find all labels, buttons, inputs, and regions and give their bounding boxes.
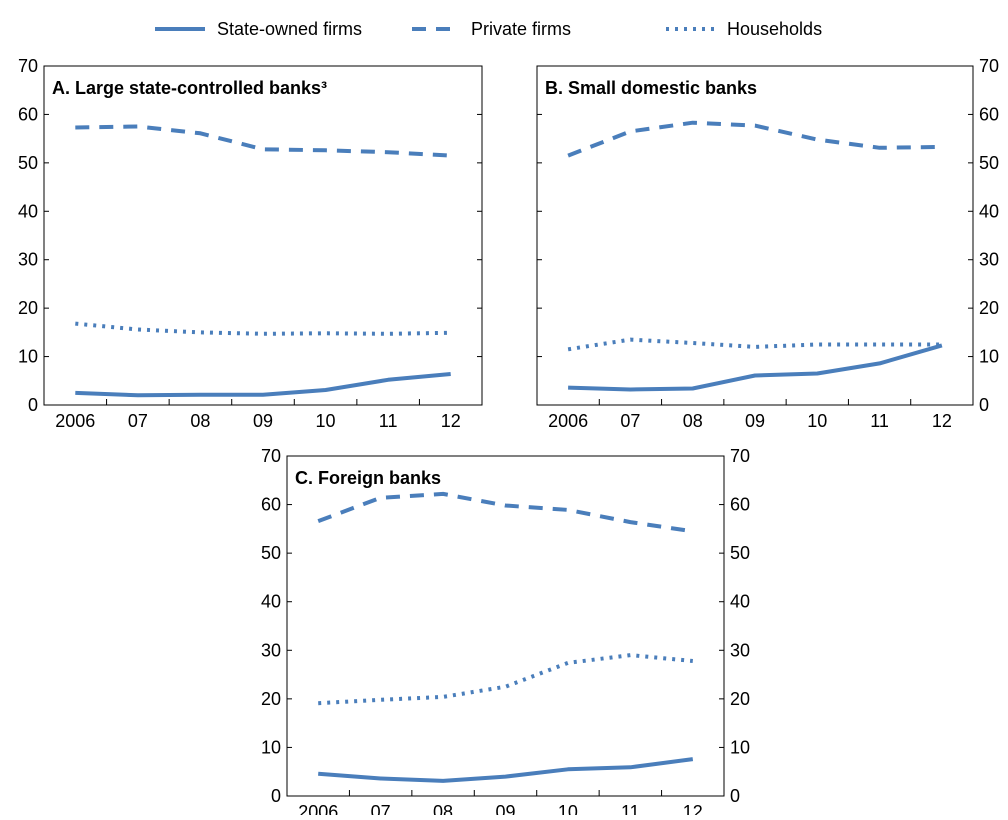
y-tick-label-right: 10 (979, 347, 999, 367)
panel-title: B. Small domestic banks (545, 78, 757, 98)
x-tick-label: 11 (379, 411, 398, 431)
y-tick-label-left: 70 (261, 446, 281, 466)
y-tick-label-right: 10 (730, 737, 750, 757)
panel-title: A. Large state-controlled banks³ (52, 78, 327, 98)
x-tick-label: 12 (932, 411, 952, 431)
x-tick-label: 10 (558, 802, 578, 815)
y-tick-label-left: 60 (261, 495, 281, 515)
y-tick-label-right: 20 (730, 689, 750, 709)
plot-frame (43, 65, 483, 406)
y-tick-label-left: 10 (18, 347, 38, 367)
x-tick-label: 11 (870, 411, 889, 431)
y-tick-label-right: 30 (979, 250, 999, 270)
y-tick-label-right: 40 (979, 201, 999, 221)
x-tick-label: 08 (190, 411, 210, 431)
y-tick-label-left: 60 (18, 104, 38, 124)
x-tick-label: 12 (441, 411, 461, 431)
x-tick-label: 10 (316, 411, 336, 431)
plot-frame (536, 65, 974, 406)
y-tick-label-left: 20 (261, 689, 281, 709)
x-tick-label: 08 (433, 802, 453, 815)
y-tick-label-left: 40 (261, 592, 281, 612)
y-tick-label-left: 50 (18, 153, 38, 173)
y-tick-label-left: 20 (18, 298, 38, 318)
y-tick-label-right: 60 (730, 495, 750, 515)
series-line-solid (318, 757, 694, 783)
y-tick-label-right: 50 (979, 153, 999, 173)
plot-frame (286, 455, 725, 797)
y-tick-label-right: 70 (979, 56, 999, 76)
legend: State-owned firms Private firms Households (155, 19, 822, 39)
y-tick-label-left: 30 (18, 250, 38, 270)
series-line-dashed (75, 124, 451, 158)
y-tick-label-left: 0 (271, 786, 281, 806)
y-tick-label-left: 10 (261, 737, 281, 757)
series-line-solid (75, 372, 451, 398)
panel-a: 0 10 20 30 40 50 60 70 2006 07 08 09 10 11 12 A. Large … (18, 56, 483, 431)
x-tick-label: 12 (683, 802, 703, 815)
series-line-dashed (317, 491, 694, 534)
panel-title: C. Foreign banks (295, 468, 441, 488)
x-tick-label: 09 (495, 802, 515, 815)
x-tick-label: 07 (371, 802, 391, 815)
panel-c: 0 0 10 10 20 20 30 30 40 40 50 50 60 60 70 70 2006 07 08 09… (261, 446, 750, 820)
y-tick-label-left: 30 (261, 640, 281, 660)
y-tick-label-left: 40 (18, 201, 38, 221)
series-line-dotted (567, 337, 942, 352)
x-tick-label: 10 (807, 411, 827, 431)
series-line-dashed (567, 120, 942, 158)
y-tick-label-right: 60 (979, 104, 999, 124)
y-tick-label-right: 70 (730, 446, 750, 466)
y-tick-label-right: 30 (730, 640, 750, 660)
legend-label: Households (727, 19, 822, 39)
x-tick-label: 2006 (548, 411, 588, 431)
y-tick-label-right: 40 (730, 592, 750, 612)
legend-label: Private firms (471, 19, 571, 39)
y-tick-label-right: 50 (730, 543, 750, 563)
y-tick-label-right: 20 (979, 298, 999, 318)
x-tick-label: 09 (745, 411, 765, 431)
x-tick-label: 2006 (298, 802, 338, 815)
y-tick-label-right: 0 (979, 395, 989, 415)
x-tick-label: 2006 (55, 411, 95, 431)
y-tick-label-left: 70 (18, 56, 38, 76)
panel-b: 0 10 20 30 40 50 60 70 2006 07 08 09 10 11 12 B. Small … (536, 56, 999, 431)
series-line-dotted (75, 321, 451, 336)
x-tick-label: 07 (128, 411, 148, 431)
x-tick-label: 08 (683, 411, 703, 431)
series-line-solid (568, 343, 943, 392)
y-tick-label-left: 0 (28, 395, 38, 415)
x-tick-label: 09 (253, 411, 273, 431)
legend-label: State-owned firms (217, 19, 362, 39)
y-tick-label-left: 50 (261, 543, 281, 563)
y-tick-label-right: 0 (730, 786, 740, 806)
x-tick-label: 07 (620, 411, 640, 431)
series-line-dotted (318, 653, 693, 706)
x-tick-label: 11 (621, 802, 640, 815)
